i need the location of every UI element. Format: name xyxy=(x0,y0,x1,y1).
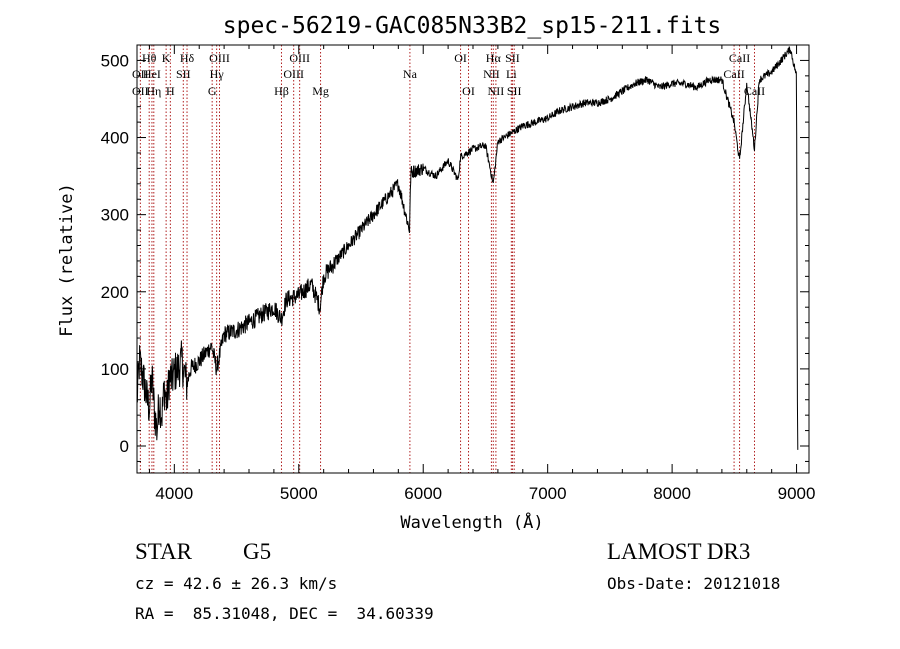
chart-title: spec-56219-GAC085N33B2_sp15-211.fits xyxy=(223,13,722,39)
object-subclass: G5 xyxy=(243,539,272,564)
spectral-line-label: SII xyxy=(176,67,191,81)
spectral-line-label: Hδ xyxy=(180,51,195,65)
y-axis-label: Flux (relative) xyxy=(57,183,77,337)
spectral-line-label: OIII xyxy=(289,51,310,65)
spectral-line-label: Na xyxy=(403,67,418,81)
y-tick-label: 100 xyxy=(101,360,129,379)
x-tick-label: 6000 xyxy=(404,484,442,503)
spectral-line-label: OI xyxy=(454,51,467,65)
spectral-line-label: Hγ xyxy=(210,67,225,81)
survey-name: LAMOST DR3 xyxy=(607,539,751,564)
obs-date-text: Obs-Date: 20121018 xyxy=(607,574,781,593)
y-tick-label: 0 xyxy=(120,437,129,456)
spectral-line-label: HeI xyxy=(143,67,161,81)
x-axis-label: Wavelength (Å) xyxy=(400,511,543,533)
x-tick-label: 4000 xyxy=(155,484,193,503)
spectral-line-label: Hθ xyxy=(142,51,157,65)
spectral-line-label: SII xyxy=(505,51,520,65)
spectral-line-label: CaII xyxy=(723,67,744,81)
spectral-line-label: K xyxy=(162,51,171,65)
spectral-line-label: OII xyxy=(132,67,149,81)
spectral-line-label: NII xyxy=(483,67,500,81)
spectral-line-label: H xyxy=(166,84,175,98)
spectral-line-label: OIII xyxy=(283,67,304,81)
spectral-line-label: CaII xyxy=(729,51,750,65)
y-tick-label: 400 xyxy=(101,129,129,148)
plot-frame xyxy=(136,44,810,474)
y-tick-label: 200 xyxy=(101,283,129,302)
object-class: STAR xyxy=(135,539,192,564)
spectral-line-label: OI xyxy=(462,84,475,98)
spectral-line-label: Mg xyxy=(312,84,329,98)
spectral-line-label: Hα xyxy=(486,51,502,65)
x-tick-label: 9000 xyxy=(778,484,816,503)
y-axis: 0 100 200 300 400 500 xyxy=(101,44,809,462)
spectral-line-label: NII xyxy=(488,84,505,98)
x-tick-label: 5000 xyxy=(280,484,318,503)
spectral-line-label: G xyxy=(208,84,217,98)
spectral-line-label: SII xyxy=(507,84,522,98)
x-tick-label: 7000 xyxy=(529,484,567,503)
redshift-text: cz = 42.6 ± 26.3 km/s xyxy=(135,574,338,593)
x-tick-label: 8000 xyxy=(653,484,691,503)
coordinates-text: RA = 85.31048, DEC = 34.60339 xyxy=(135,604,434,623)
spectral-line-label: Hβ xyxy=(274,84,289,98)
y-tick-label: 500 xyxy=(101,51,129,70)
spectral-line-markers xyxy=(139,45,755,473)
spectrum-line xyxy=(136,46,799,450)
y-tick-label: 300 xyxy=(101,206,129,225)
x-axis: 4000 5000 6000 7000 8000 9000 xyxy=(148,45,816,503)
spectral-line-label: Li xyxy=(506,67,517,81)
spectral-line-label: OIII xyxy=(209,51,230,65)
spectral-line-label: Hη xyxy=(146,84,161,98)
spectral-line-label: CaII xyxy=(744,84,765,98)
